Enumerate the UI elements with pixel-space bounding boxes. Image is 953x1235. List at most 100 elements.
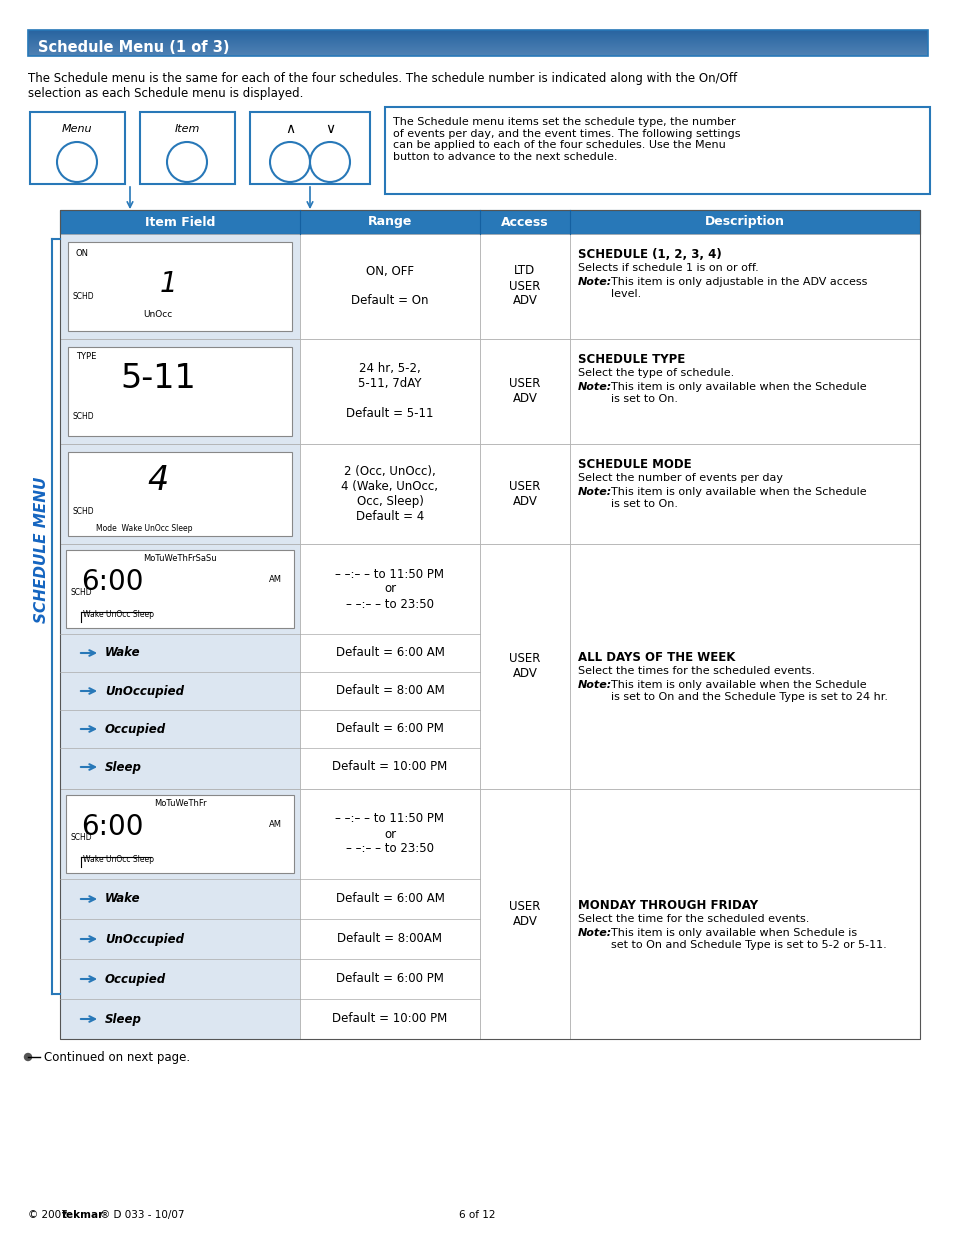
- Bar: [569, 445, 919, 543]
- Text: Default = 6:00 PM: Default = 6:00 PM: [335, 722, 443, 736]
- Text: This item is only available when the Schedule
is set to On.: This item is only available when the Sch…: [610, 487, 865, 509]
- Bar: [60, 210, 919, 233]
- Text: Selects if schedule 1 is on or off.: Selects if schedule 1 is on or off.: [578, 263, 758, 273]
- Text: Note:: Note:: [578, 487, 612, 496]
- Text: SCHEDULE (1, 2, 3, 4): SCHEDULE (1, 2, 3, 4): [578, 248, 721, 261]
- Bar: [140, 112, 234, 184]
- Text: SCHD: SCHD: [73, 291, 94, 301]
- Text: Default = 8:00AM: Default = 8:00AM: [337, 932, 442, 946]
- Bar: [68, 347, 292, 436]
- Text: ® D 033 - 10/07: ® D 033 - 10/07: [100, 1210, 184, 1220]
- Bar: [60, 338, 299, 445]
- Text: Default = 10:00 PM: Default = 10:00 PM: [332, 1013, 447, 1025]
- Text: Default = 6:00 AM: Default = 6:00 AM: [335, 893, 444, 905]
- Text: Note:: Note:: [578, 927, 612, 939]
- Text: SCHD: SCHD: [71, 832, 92, 842]
- Text: The Schedule menu is the same for each of the four schedules. The schedule numbe: The Schedule menu is the same for each o…: [28, 72, 737, 100]
- Text: Wake UnOcc Sleep: Wake UnOcc Sleep: [83, 855, 153, 864]
- Text: 6 of 12: 6 of 12: [458, 1210, 495, 1220]
- Bar: [66, 550, 294, 629]
- Text: ∨: ∨: [325, 122, 335, 136]
- Bar: [479, 543, 569, 789]
- Text: ON: ON: [76, 249, 89, 258]
- Text: Occupied: Occupied: [105, 722, 166, 736]
- Bar: [60, 445, 299, 543]
- Bar: [299, 233, 479, 338]
- Bar: [569, 543, 919, 789]
- Bar: [250, 112, 370, 184]
- Text: UnOccupied: UnOccupied: [105, 932, 184, 946]
- Text: This item is only available when the Schedule
is set to On.: This item is only available when the Sch…: [610, 382, 865, 404]
- Text: tekmar: tekmar: [62, 1210, 104, 1220]
- Bar: [299, 789, 479, 1039]
- Text: USER
ADV: USER ADV: [509, 480, 540, 508]
- Bar: [68, 242, 292, 331]
- Text: TYPE: TYPE: [76, 352, 96, 361]
- Bar: [569, 789, 919, 1039]
- Text: 1: 1: [159, 270, 176, 298]
- Text: SCHD: SCHD: [73, 412, 94, 421]
- Bar: [299, 445, 479, 543]
- Text: Default = 6:00 AM: Default = 6:00 AM: [335, 646, 444, 659]
- Text: This item is only adjustable in the ADV access
level.: This item is only adjustable in the ADV …: [610, 277, 866, 299]
- Text: Default = 8:00 AM: Default = 8:00 AM: [335, 684, 444, 698]
- Text: Note:: Note:: [578, 382, 612, 391]
- Text: UnOcc: UnOcc: [143, 310, 172, 319]
- Text: Wake: Wake: [105, 893, 140, 905]
- Text: ON, OFF

Default = On: ON, OFF Default = On: [351, 264, 428, 308]
- Bar: [68, 452, 292, 536]
- Text: ∧: ∧: [285, 122, 294, 136]
- Text: ALL DAYS OF THE WEEK: ALL DAYS OF THE WEEK: [578, 651, 735, 664]
- Bar: [299, 543, 479, 789]
- Text: Note:: Note:: [578, 277, 612, 287]
- Text: Item Field: Item Field: [145, 215, 215, 228]
- Text: The Schedule menu items set the schedule type, the number
of events per day, and: The Schedule menu items set the schedule…: [393, 117, 740, 162]
- Bar: [60, 789, 299, 1039]
- Bar: [479, 338, 569, 445]
- Text: SCHD: SCHD: [71, 588, 92, 597]
- Text: Occupied: Occupied: [105, 972, 166, 986]
- Bar: [60, 233, 299, 338]
- Text: 5-11: 5-11: [120, 363, 195, 395]
- Text: Item: Item: [174, 124, 199, 135]
- Text: Access: Access: [500, 215, 548, 228]
- Text: Schedule Menu (1 of 3): Schedule Menu (1 of 3): [38, 40, 230, 54]
- Text: 2 (Occ, UnOcc),
4 (Wake, UnOcc,
Occ, Sleep)
Default = 4: 2 (Occ, UnOcc), 4 (Wake, UnOcc, Occ, Sle…: [341, 466, 438, 522]
- Text: © 2007: © 2007: [28, 1210, 71, 1220]
- Text: 4: 4: [147, 464, 169, 496]
- Bar: [28, 30, 927, 56]
- Text: SCHEDULE MODE: SCHEDULE MODE: [578, 458, 691, 471]
- Text: UnOccupied: UnOccupied: [105, 684, 184, 698]
- Text: Wake: Wake: [105, 646, 140, 659]
- Text: Description: Description: [704, 215, 784, 228]
- Bar: [479, 445, 569, 543]
- Text: MoTuWeThFr: MoTuWeThFr: [153, 799, 206, 808]
- Bar: [569, 338, 919, 445]
- Bar: [60, 543, 299, 789]
- Text: Sleep: Sleep: [105, 761, 142, 773]
- Text: USER
ADV: USER ADV: [509, 900, 540, 927]
- Text: Select the time for the scheduled events.: Select the time for the scheduled events…: [578, 914, 808, 924]
- Text: 24 hr, 5-2,
5-11, 7dAY

Default = 5-11: 24 hr, 5-2, 5-11, 7dAY Default = 5-11: [346, 362, 434, 420]
- Text: Mode  Wake UnOcc Sleep: Mode Wake UnOcc Sleep: [96, 524, 193, 534]
- Text: Menu: Menu: [62, 124, 92, 135]
- Text: SCHEDULE TYPE: SCHEDULE TYPE: [578, 353, 684, 366]
- Text: – –:– – to 11:50 PM
or
– –:– – to 23:50: – –:– – to 11:50 PM or – –:– – to 23:50: [335, 813, 444, 856]
- Text: This item is only available when the Schedule
is set to On and the Schedule Type: This item is only available when the Sch…: [610, 680, 887, 701]
- Text: Select the number of events per day: Select the number of events per day: [578, 473, 782, 483]
- Text: AM: AM: [269, 820, 282, 829]
- Text: Default = 10:00 PM: Default = 10:00 PM: [332, 761, 447, 773]
- Bar: [569, 233, 919, 338]
- Text: LTD
USER
ADV: LTD USER ADV: [509, 264, 540, 308]
- Bar: [479, 789, 569, 1039]
- Text: USER
ADV: USER ADV: [509, 377, 540, 405]
- Text: SCHD: SCHD: [73, 508, 94, 516]
- Text: Default = 6:00 PM: Default = 6:00 PM: [335, 972, 443, 986]
- Bar: [385, 107, 929, 194]
- Text: This item is only available when Schedule is
set to On and Schedule Type is set : This item is only available when Schedul…: [610, 927, 886, 950]
- Text: SCHEDULE MENU: SCHEDULE MENU: [34, 477, 50, 624]
- Text: 6:00: 6:00: [81, 813, 143, 841]
- Bar: [299, 338, 479, 445]
- Text: Sleep: Sleep: [105, 1013, 142, 1025]
- Text: MoTuWeThFrSaSu: MoTuWeThFrSaSu: [143, 555, 216, 563]
